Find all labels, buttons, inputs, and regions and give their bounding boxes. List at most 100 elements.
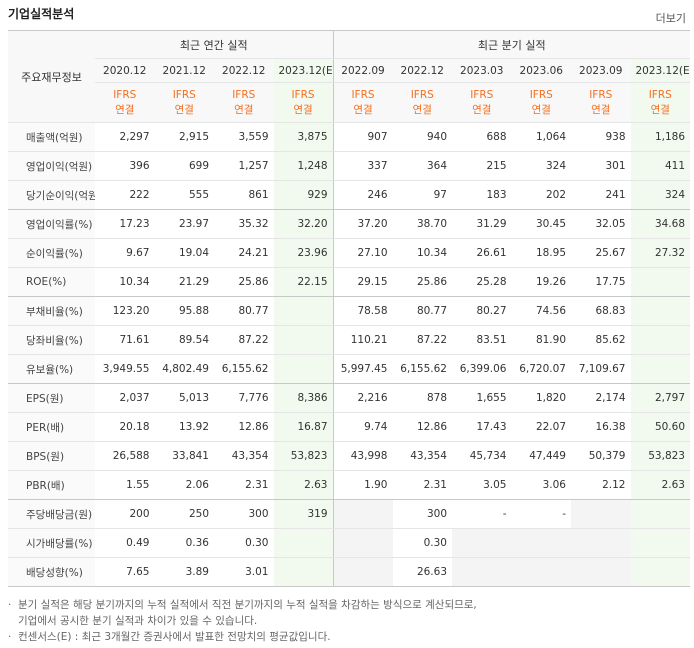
value-cell: 24.21: [214, 238, 274, 268]
value-cell: 27.10: [332, 238, 393, 268]
value-cell: 907: [332, 122, 393, 152]
basis-text: 연결: [472, 103, 492, 116]
value-cell: 699: [154, 151, 214, 181]
value-cell: 5,013: [154, 383, 214, 413]
value-cell: 20.18: [95, 412, 155, 442]
empty-cell: [273, 557, 333, 587]
row-label: 영업이익(억원): [8, 151, 95, 181]
empty-cell: [630, 267, 690, 297]
value-cell: -: [511, 499, 571, 529]
value-cell: 5,997.45: [332, 354, 393, 384]
value-cell: 74.56: [511, 296, 571, 326]
value-cell: 1,064: [511, 122, 571, 152]
value-cell: 3,875: [273, 122, 333, 152]
row-label: 시가배당률(%): [8, 528, 95, 558]
basis-text: 연결: [115, 103, 135, 116]
data-row: 당기순이익(억원) 222 555 861 929 246 97 183 202 241 324: [8, 180, 690, 210]
empty-cell: [273, 296, 333, 326]
value-cell: 555: [154, 180, 214, 210]
basis-text: IFRS: [648, 88, 672, 101]
basis-text: IFRS: [470, 88, 494, 101]
value-cell: 17.23: [95, 209, 155, 239]
row-label: 유보율(%): [8, 354, 95, 384]
value-cell: 2,915: [154, 122, 214, 152]
value-cell: 81.90: [511, 325, 571, 355]
value-cell: 878: [392, 383, 452, 413]
basis-header: IFRS 연결: [154, 82, 214, 123]
row-label: 배당성향(%): [8, 557, 95, 587]
value-cell: 53,823: [273, 441, 333, 471]
period-header: 2023.09: [571, 58, 631, 83]
more-link[interactable]: 더보기: [655, 12, 686, 25]
value-cell: 3.89: [154, 557, 214, 587]
value-cell: 411: [630, 151, 690, 181]
value-cell: 688: [452, 122, 512, 152]
value-cell: 200: [95, 499, 155, 529]
value-cell: 68.83: [571, 296, 631, 326]
value-cell: 3.05: [452, 470, 512, 500]
basis-text: IFRS: [172, 88, 196, 101]
value-cell: 12.86: [392, 412, 452, 442]
note-line: 기업에서 공시한 분기 실적과 차이가 있을 수 있습니다.: [18, 615, 258, 627]
basis-text: IFRS: [113, 88, 137, 101]
data-row: 영업이익(억원) 396 699 1,257 1,248 337 364 215 324 301 4…: [8, 151, 690, 181]
basis-header: IFRS 연결: [273, 82, 333, 123]
value-cell: 80.77: [214, 296, 274, 326]
row-label: 순이익률(%): [8, 238, 95, 268]
section-title: 기업실적분석: [8, 7, 75, 21]
row-label: 당좌비율(%): [8, 325, 95, 355]
value-cell: 2.06: [154, 470, 214, 500]
period-header: 2022.12: [392, 58, 452, 83]
value-cell: 34.68: [630, 209, 690, 239]
value-cell: 1.55: [95, 470, 155, 500]
empty-cell: [630, 325, 690, 355]
financial-table: 주요재무정보 최근 연간 실적 최근 분기 실적 2020.12 2021.12 2022…: [8, 30, 690, 587]
notes: 분기 실적은 해당 분기까지의 누적 실적에서 직전 분기까지의 누적 실적을 …: [8, 597, 477, 645]
value-cell: 47,449: [511, 441, 571, 471]
data-row: 시가배당률(%) 0.49 0.36 0.30 0.30: [8, 528, 690, 558]
value-cell: 2,297: [95, 122, 155, 152]
basis-header: IFRS 연결: [214, 82, 274, 123]
value-cell: 17.75: [571, 267, 631, 297]
value-cell: 3.01: [214, 557, 274, 587]
value-cell: 202: [511, 180, 571, 210]
value-cell: 22.07: [511, 412, 571, 442]
row-label: 매출액(억원): [8, 122, 95, 152]
value-cell: 3,949.55: [95, 354, 155, 384]
value-cell: 364: [392, 151, 452, 181]
value-cell: 3.06: [511, 470, 571, 500]
data-row: 매출액(억원) 2,297 2,915 3,559 3,875 907 940 688 1,06…: [8, 122, 690, 152]
header-row: 2020.12 2021.12 2022.12 2023.12(E) 2022.09 20…: [8, 58, 690, 83]
value-cell: 32.20: [273, 209, 333, 239]
value-cell: 26.63: [392, 557, 452, 587]
row-label: PER(배): [8, 412, 95, 442]
basis-text: 연결: [174, 103, 194, 116]
value-cell: 2.31: [392, 470, 452, 500]
value-cell: 13.92: [154, 412, 214, 442]
data-row: PER(배) 20.18 13.92 12.86 16.87 9.74 12.86 17.43…: [8, 412, 690, 442]
value-cell: 25.28: [452, 267, 512, 297]
data-row: BPS(원) 26,588 33,841 43,354 53,823 43,998 43,3…: [8, 441, 690, 471]
value-cell: 6,155.62: [214, 354, 274, 384]
value-cell: 37.20: [332, 209, 393, 239]
group-header: 최근 분기 실적: [332, 30, 690, 59]
header-row: 주요재무정보 최근 연간 실적 최근 분기 실적: [8, 30, 690, 123]
value-cell: 26,588: [95, 441, 155, 471]
data-row: 영업이익률(%) 17.23 23.97 35.32 32.20 37.20 38.70 31…: [8, 209, 690, 239]
basis-header: IFRS 연결: [571, 82, 631, 123]
data-row: EPS(원) 2,037 5,013 7,776 8,386 2,216 878 1,655 1…: [8, 383, 690, 413]
period-header: 2023.03: [452, 58, 512, 83]
header-row: IFRS 연결 IFRS 연결 IFRS 연결 IFRS 연결 IFRS 연결 IFRS 연결 IFRS…: [8, 82, 690, 123]
period-header: 2023.12(E): [630, 58, 690, 83]
corner-cell: 주요재무정보: [8, 30, 95, 123]
data-row: 유보율(%) 3,949.55 4,802.49 6,155.62 5,997.45 6,…: [8, 354, 690, 384]
value-cell: 10.34: [95, 267, 155, 297]
value-cell: 1,248: [273, 151, 333, 181]
empty-cell: [332, 499, 393, 529]
value-cell: 324: [630, 180, 690, 210]
value-cell: 337: [332, 151, 393, 181]
value-cell: 25.86: [392, 267, 452, 297]
value-cell: 0.49: [95, 528, 155, 558]
basis-header: IFRS 연결: [452, 82, 512, 123]
value-cell: 26.61: [452, 238, 512, 268]
